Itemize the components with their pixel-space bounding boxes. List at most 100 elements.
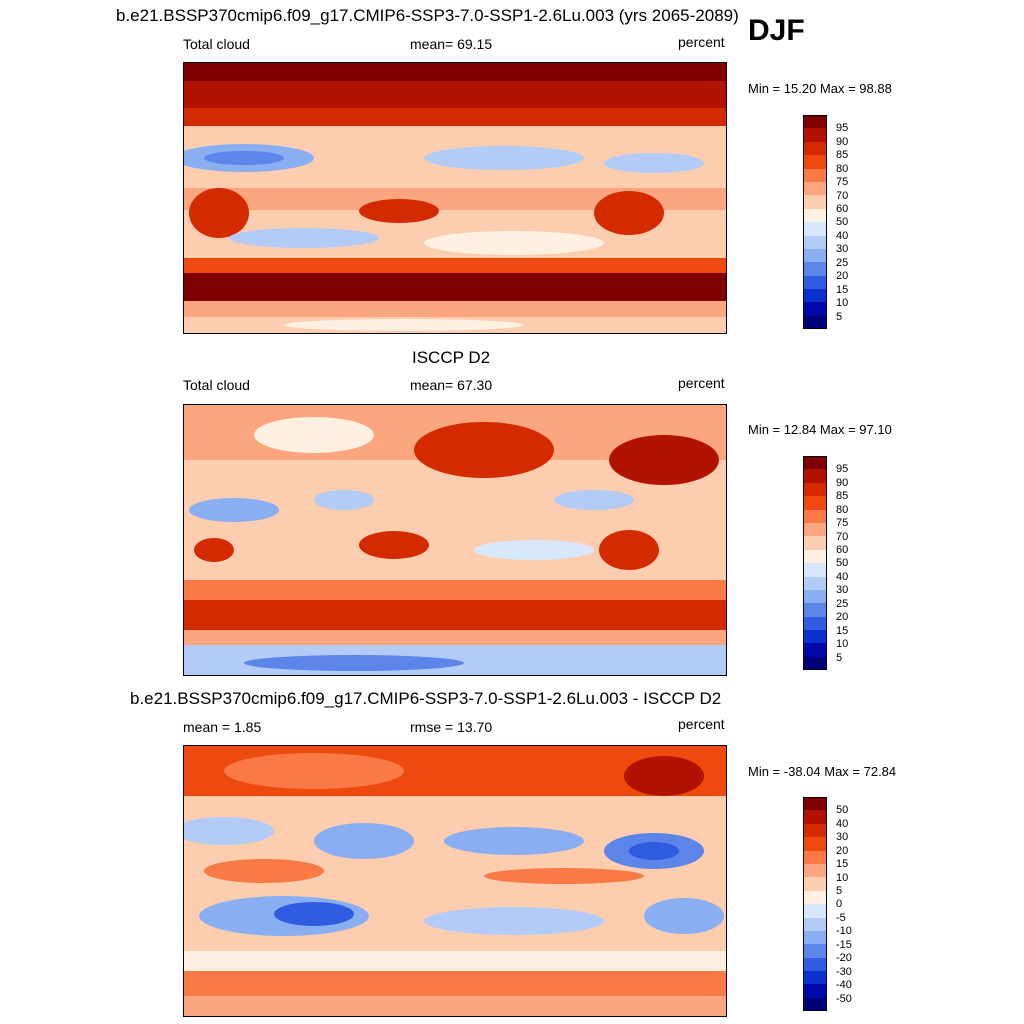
panel1-colorbar-box	[803, 141, 827, 156]
panel3-colorbar-label: -10	[836, 925, 852, 937]
panel2-colorbar	[803, 456, 827, 671]
panel1-colorbar-box	[803, 128, 827, 142]
panel2-colorbar-label: 5	[836, 652, 843, 664]
panel1-colorbar-label: 95	[836, 122, 849, 134]
panel1-colorbar-box	[803, 235, 827, 249]
panel3-colorbar-box	[803, 904, 827, 918]
panel3-colorbar-box	[803, 797, 827, 811]
panel3-colorbar-box	[803, 984, 827, 998]
panel2-colorbar-label: 50	[836, 557, 849, 569]
panel3-colorbar	[803, 797, 827, 1012]
panel2-colorbar-box	[803, 482, 827, 497]
panel2-colorbar-box	[803, 563, 827, 577]
panel3-colorbar-box	[803, 971, 827, 985]
panel1-colorbar-box	[803, 208, 827, 223]
panel1-colorbar-label: 85	[836, 149, 849, 161]
panel2-left-label: Total cloud	[183, 377, 250, 393]
panel3-mean-label: mean = 1.85	[183, 719, 262, 735]
panel3-map	[183, 745, 727, 1017]
panel1-colorbar-box	[803, 168, 827, 182]
panel1-colorbar-box	[803, 195, 827, 209]
panel2-colorbar-label: 90	[836, 477, 849, 489]
panel1-colorbar-label: 30	[836, 243, 849, 255]
panel3-colorbar-label: -30	[836, 966, 852, 978]
panel2-title: ISCCP D2	[412, 348, 491, 367]
season-label: DJF	[748, 14, 805, 47]
panel3-minmax: Min = -38.04 Max = 72.84	[748, 764, 897, 779]
panel2-minmax: Min = 12.84 Max = 97.10	[748, 422, 892, 437]
panel2-colorbar-label: 80	[836, 504, 849, 516]
panel3-units-label: percent	[678, 716, 725, 732]
panel2-colorbar-box	[803, 522, 827, 537]
panel3-colorbar-box	[803, 823, 827, 838]
panel2-colorbar-box	[803, 509, 827, 523]
panel1-colorbar-label: 90	[836, 136, 849, 148]
panel2-colorbar-box	[803, 549, 827, 564]
panel3-colorbar-label: -50	[836, 993, 852, 1005]
panel1-colorbar	[803, 115, 827, 330]
panel3-colorbar-label: -5	[836, 912, 846, 924]
panel1-colorbar-box	[803, 248, 827, 263]
panel1-units-label: percent	[678, 34, 725, 50]
panel2-colorbar-label: 60	[836, 544, 849, 556]
panel3-colorbar-label: 40	[836, 818, 849, 830]
panel3-colorbar-label: -15	[836, 939, 852, 951]
panel2-map	[183, 404, 727, 676]
panel3-colorbar-label: -20	[836, 952, 852, 964]
panel1-colorbar-box	[803, 275, 827, 290]
panel1-colorbar-label: 40	[836, 230, 849, 242]
panel1-minmax: Min = 15.20 Max = 98.88	[748, 81, 892, 96]
panel2-colorbar-label: 75	[836, 517, 849, 529]
panel3-title: b.e21.BSSP370cmip6.f09_g17.CMIP6-SSP3-7.…	[130, 689, 722, 708]
panel1-colorbar-box	[803, 155, 827, 169]
panel1-left-label: Total cloud	[183, 36, 250, 52]
panel3-colorbar-label: 50	[836, 804, 849, 816]
panel2-colorbar-box	[803, 630, 827, 644]
panel1-map	[183, 62, 727, 334]
panel3-colorbar-box	[803, 837, 827, 851]
panel2-colorbar-label: 70	[836, 531, 849, 543]
panel1-colorbar-label: 75	[836, 176, 849, 188]
panel2-colorbar-label: 95	[836, 463, 849, 475]
panel3-colorbar-label: 10	[836, 872, 849, 884]
panel1-colorbar-box	[803, 302, 827, 316]
panel2-colorbar-box	[803, 456, 827, 470]
panel1-colorbar-label: 5	[836, 311, 843, 323]
panel1-colorbar-label: 80	[836, 163, 849, 175]
panel3-colorbar-box	[803, 997, 827, 1012]
panel1-colorbar-label: 70	[836, 190, 849, 202]
panel1-title: b.e21.BSSP370cmip6.f09_g17.CMIP6-SSP3-7.…	[116, 6, 739, 25]
panel3-colorbar-label: 0	[836, 898, 843, 910]
panel2-mean-label: mean= 67.30	[410, 377, 493, 393]
panel3-colorbar-label: -40	[836, 979, 852, 991]
panel2-colorbar-box	[803, 656, 827, 671]
panel2-colorbar-label: 40	[836, 571, 849, 583]
panel2-colorbar-box	[803, 496, 827, 510]
panel1-colorbar-label: 60	[836, 203, 849, 215]
panel2-units-label: percent	[678, 375, 725, 391]
panel1-colorbar-box	[803, 222, 827, 236]
panel3-colorbar-box	[803, 877, 827, 891]
panel1-mean-label: mean= 69.15	[410, 36, 493, 52]
panel2-colorbar-label: 85	[836, 490, 849, 502]
panel1-colorbar-box	[803, 289, 827, 303]
panel2-colorbar-label: 25	[836, 598, 849, 610]
panel3-map-svg	[184, 746, 726, 1016]
panel2-colorbar-box	[803, 536, 827, 550]
panel3-colorbar-box	[803, 930, 827, 945]
panel2-colorbar-label: 15	[836, 625, 849, 637]
panel2-colorbar-box	[803, 469, 827, 483]
panel1-colorbar-label: 50	[836, 216, 849, 228]
panel2-colorbar-label: 10	[836, 638, 849, 650]
panel3-colorbar-box	[803, 850, 827, 864]
panel3-colorbar-label: 20	[836, 845, 849, 857]
panel2-colorbar-label: 20	[836, 611, 849, 623]
panel2-colorbar-box	[803, 603, 827, 617]
panel3-colorbar-label: 15	[836, 858, 849, 870]
panel1-colorbar-box	[803, 115, 827, 129]
panel1-colorbar-label: 20	[836, 270, 849, 282]
panel3-colorbar-box	[803, 944, 827, 958]
panel1-colorbar-label: 15	[836, 284, 849, 296]
panel2-colorbar-label: 30	[836, 584, 849, 596]
panel1-colorbar-box	[803, 181, 827, 196]
